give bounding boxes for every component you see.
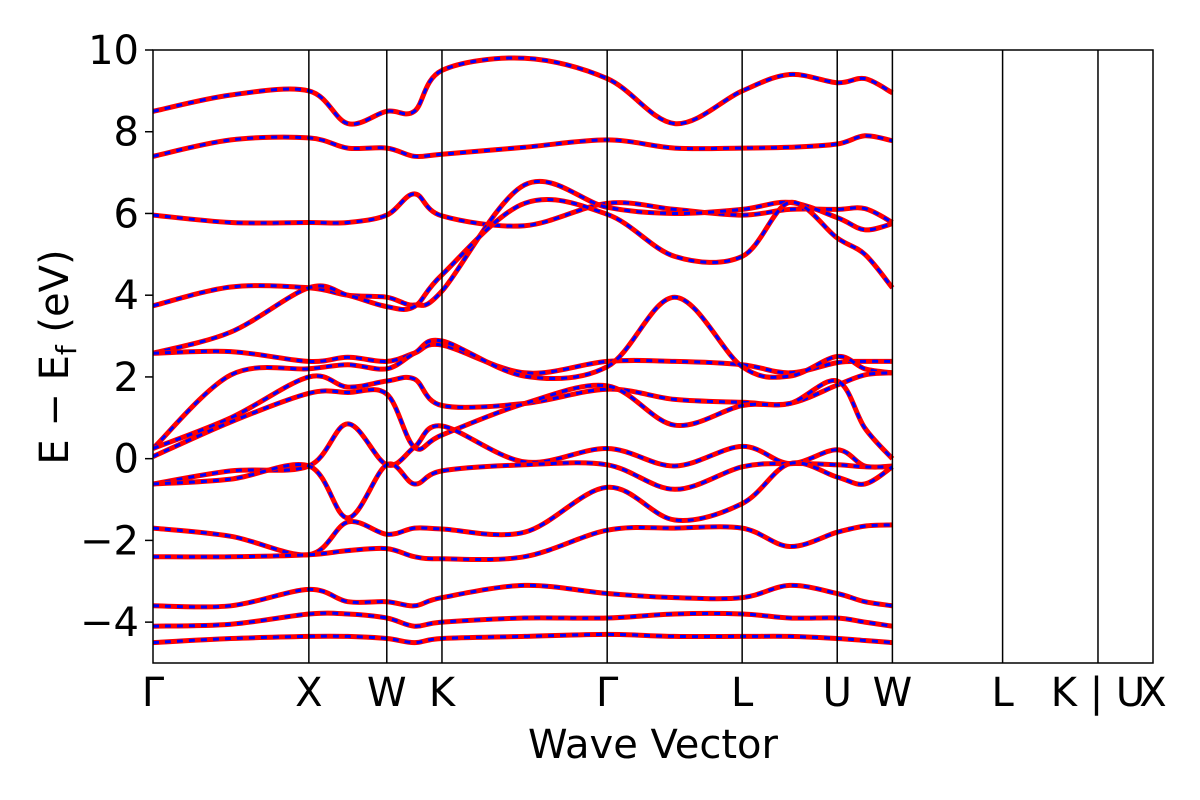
x-tick-label: L: [991, 670, 1014, 716]
band-line-wannier: [153, 611, 893, 628]
band-line-wannier: [153, 295, 893, 450]
band-line-wannier: [153, 583, 893, 609]
y-axis-ticks: −4 −2 0 2 4 6 8 10: [80, 28, 153, 646]
high-symmetry-lines: [308, 50, 1099, 663]
y-tick-label: 10: [88, 28, 139, 74]
y-axis-title-unit: (eV): [32, 249, 78, 345]
y-axis-title-sub: f: [50, 344, 83, 355]
y-tick-label: 8: [114, 110, 139, 156]
x-tick-label: Γ: [596, 670, 619, 716]
band-line-wannier: [153, 523, 893, 562]
band-line-wannier: [153, 179, 893, 308]
y-tick-label: 0: [114, 437, 139, 483]
x-tick-label: X: [295, 670, 322, 716]
band-line-wannier: [153, 56, 894, 126]
x-tick-label: K: [429, 670, 457, 716]
band-line-wannier: [153, 632, 893, 645]
y-axis-title: E − Ef (eV): [32, 249, 83, 464]
x-axis-title: Wave Vector: [528, 722, 779, 768]
x-tick-label: U: [823, 670, 852, 716]
band-line-wannier: [153, 198, 894, 355]
x-tick-label: W: [873, 670, 913, 716]
x-tick-label: K | U: [1051, 670, 1145, 716]
x-tick-label: L: [731, 670, 754, 716]
y-tick-label: 4: [114, 273, 139, 319]
y-tick-label: −2: [80, 518, 139, 564]
band-line-wannier: [153, 379, 894, 460]
y-tick-label: −4: [80, 600, 139, 646]
band-line-wannier: [153, 134, 893, 159]
x-tick-label: W: [367, 670, 407, 716]
x-tick-label: X: [1139, 670, 1166, 716]
band-line-wannier: [153, 461, 893, 520]
plot-frame: [152, 49, 1154, 664]
y-tick-label: 6: [114, 191, 139, 237]
band-line-wannier: [153, 461, 894, 557]
y-tick-label: 2: [114, 355, 139, 401]
band-line-wannier: [153, 422, 893, 486]
svg-text:E − Ef (eV): E − Ef (eV): [32, 249, 83, 464]
y-axis-title-main: E − E: [32, 355, 78, 465]
x-tick-label: Γ: [142, 670, 165, 716]
